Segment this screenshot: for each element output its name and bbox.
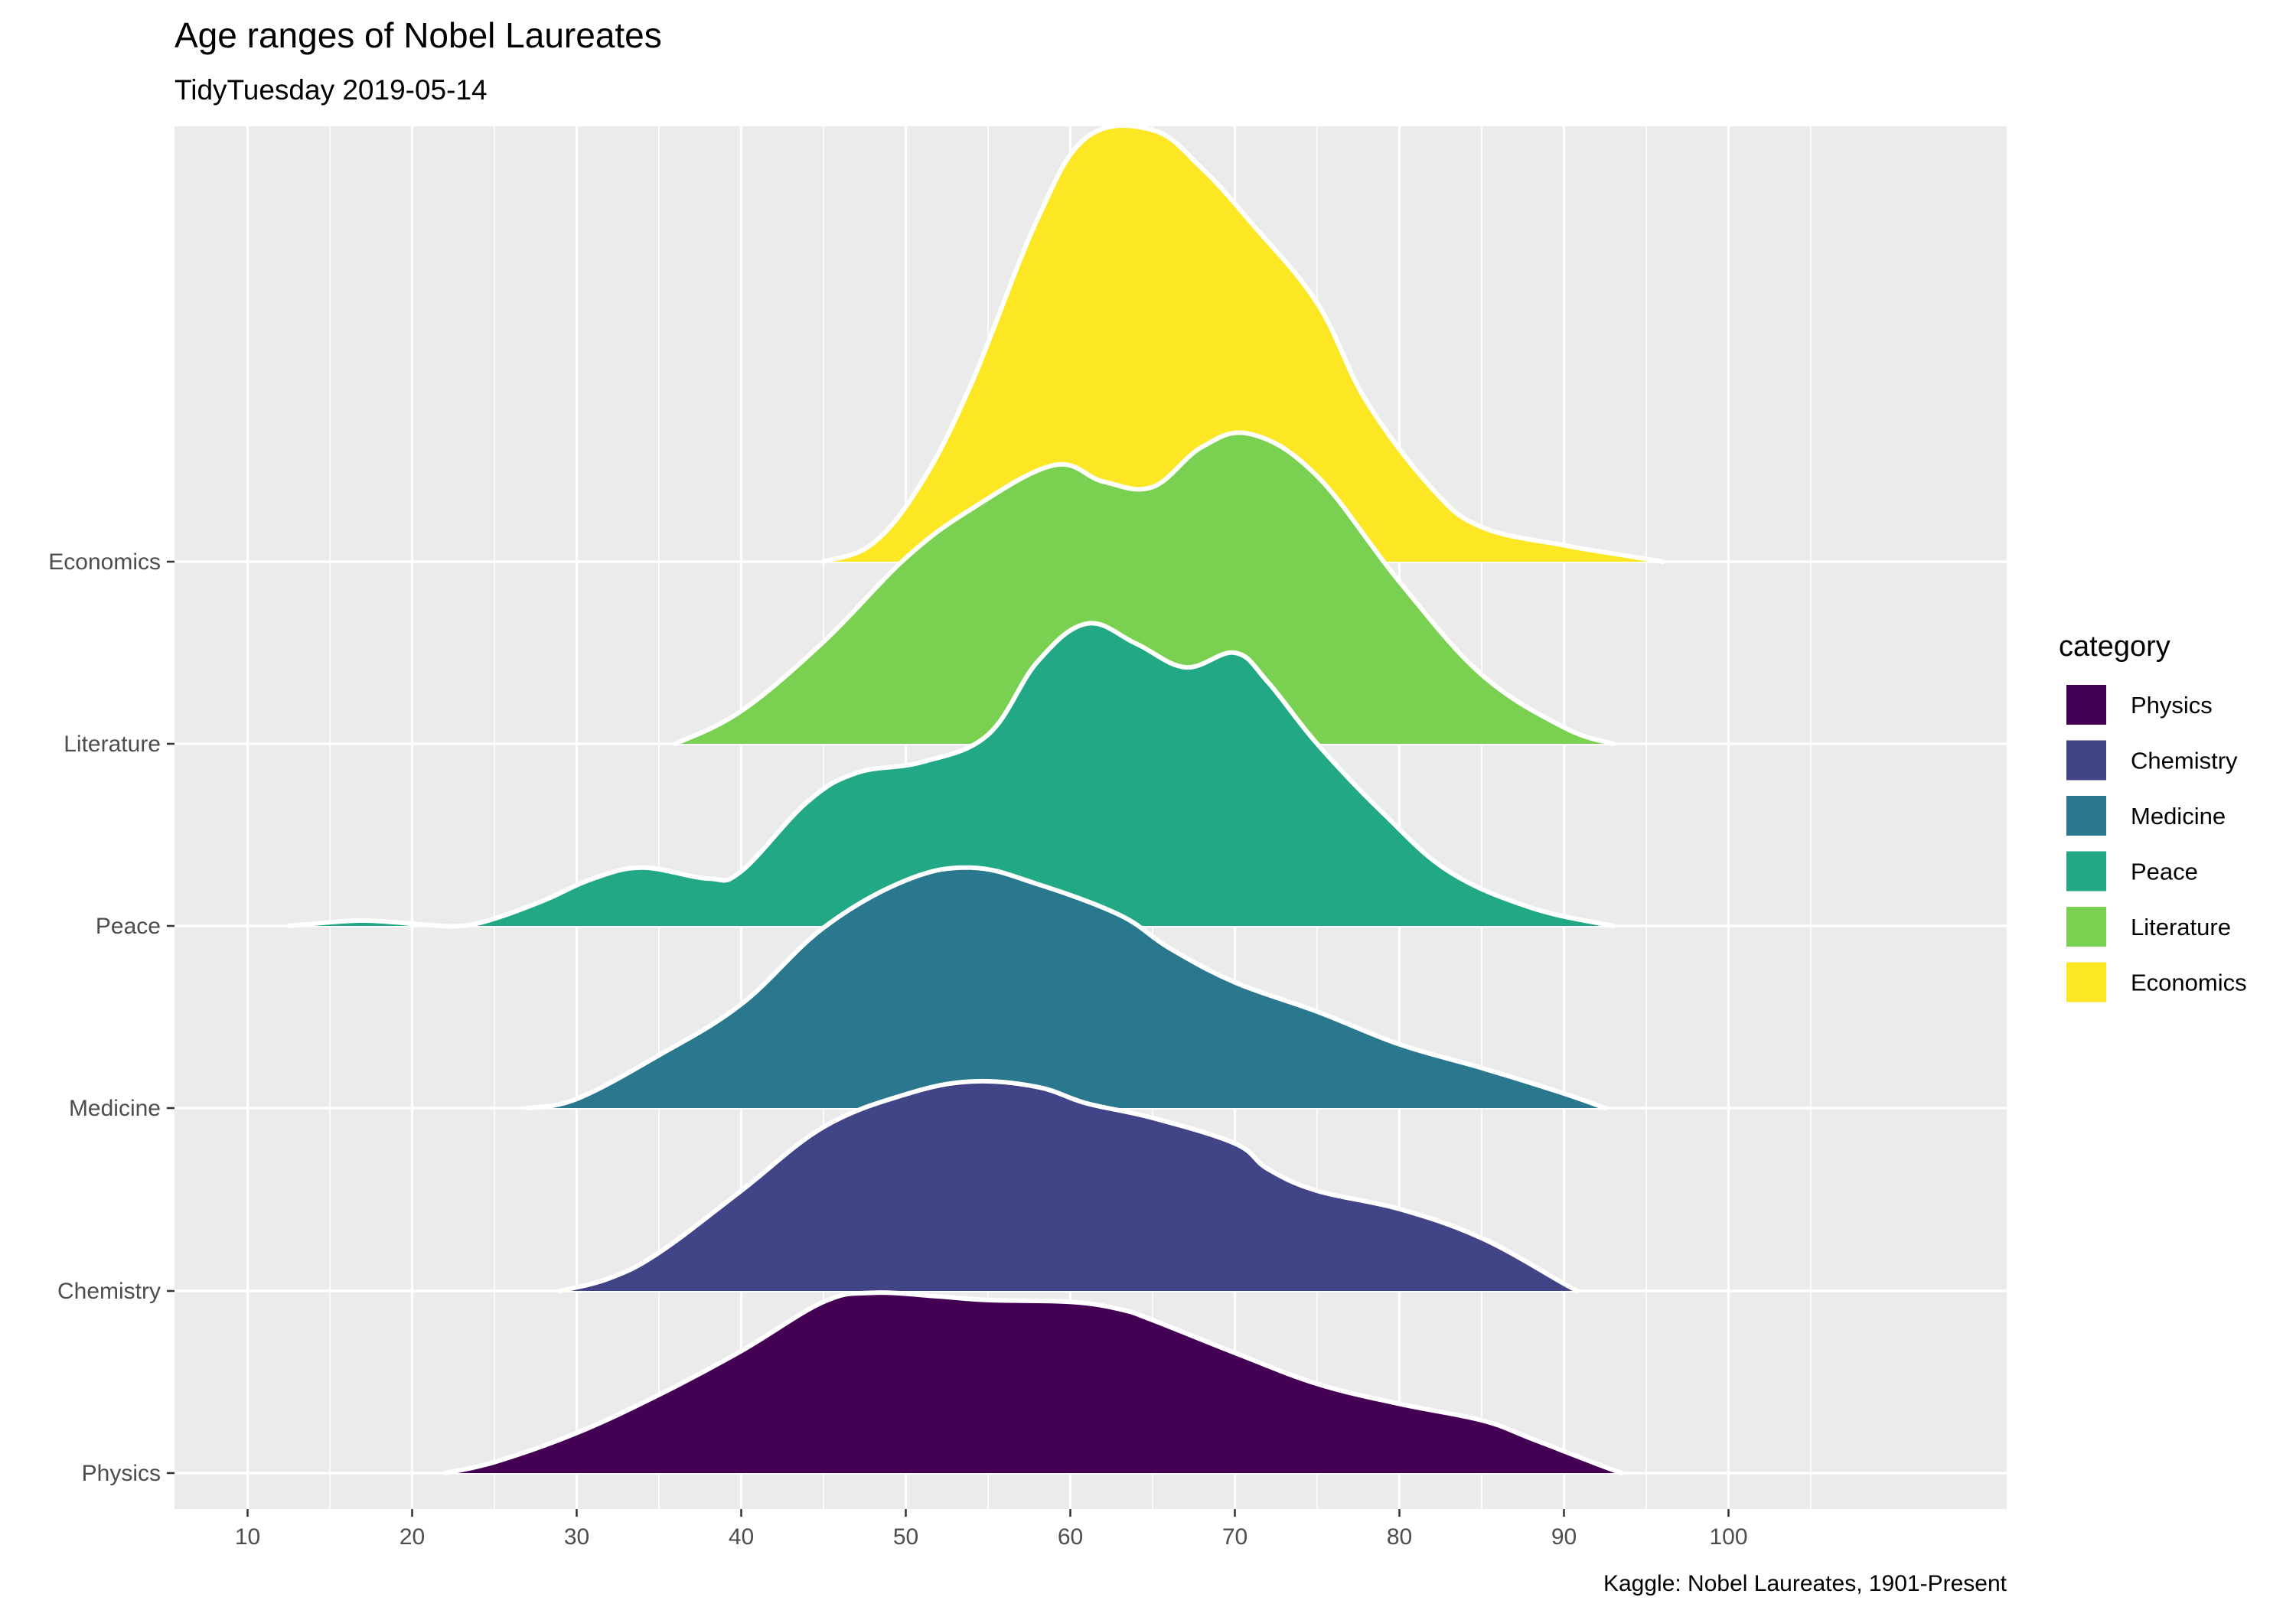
ridge-outline-peace bbox=[286, 621, 1616, 929]
legend-swatch-medicine bbox=[2066, 796, 2106, 836]
x-tick-label: 40 bbox=[729, 1524, 754, 1550]
legend-label-medicine: Medicine bbox=[2131, 803, 2226, 830]
y-tick-label-medicine: Medicine bbox=[69, 1096, 161, 1121]
y-tick-label-peace: Peace bbox=[96, 914, 161, 939]
x-tick-label: 60 bbox=[1058, 1524, 1083, 1550]
x-axis: 10 20 30 40 50 60 70 80 90 100 bbox=[235, 1509, 1748, 1550]
ridge-outline-medicine bbox=[525, 865, 1608, 1110]
y-tick-label-economics: Economics bbox=[48, 549, 161, 575]
ridge-outline-chemistry bbox=[558, 1078, 1580, 1293]
x-tick-label: 100 bbox=[1709, 1524, 1747, 1550]
ridge-peace bbox=[289, 623, 1613, 927]
y-tick-label-physics: Physics bbox=[82, 1461, 161, 1486]
legend-swatch-peace bbox=[2066, 851, 2106, 892]
legend: category Physics Chemistry Medicine Peace Li… bbox=[2059, 631, 2247, 1002]
legend-items: Physics Chemistry Medicine Peace Literature E… bbox=[2066, 685, 2247, 1002]
ridge-physics bbox=[445, 1292, 1622, 1473]
y-axis: Physics Chemistry Medicine Peace Literature E… bbox=[48, 549, 174, 1486]
ridge-outline-physics bbox=[442, 1290, 1624, 1475]
x-tick-label: 20 bbox=[400, 1524, 425, 1550]
y-tick-label-chemistry: Chemistry bbox=[57, 1279, 161, 1304]
legend-label-economics: Economics bbox=[2131, 970, 2247, 996]
chart-subtitle: TidyTuesday 2019-05-14 bbox=[174, 74, 488, 106]
legend-label-physics: Physics bbox=[2131, 692, 2213, 719]
ridge-medicine bbox=[527, 867, 1606, 1108]
legend-swatch-chemistry bbox=[2066, 740, 2106, 781]
ridge-literature bbox=[675, 432, 1613, 744]
legend-label-literature: Literature bbox=[2131, 914, 2231, 940]
ridge-economics bbox=[823, 125, 1663, 562]
ridge-outline-literature bbox=[673, 430, 1616, 746]
chart-title: Age ranges of Nobel Laureates bbox=[174, 15, 662, 55]
legend-label-peace: Peace bbox=[2131, 859, 2198, 885]
ridge-outline-economics bbox=[821, 123, 1665, 564]
legend-swatch-literature bbox=[2066, 907, 2106, 947]
x-tick-label: 80 bbox=[1387, 1524, 1412, 1550]
x-tick-label: 70 bbox=[1222, 1524, 1247, 1550]
legend-label-chemistry: Chemistry bbox=[2131, 748, 2238, 774]
x-tick-label: 90 bbox=[1551, 1524, 1577, 1550]
density-ridges bbox=[286, 123, 1665, 1475]
x-tick-label: 50 bbox=[893, 1524, 918, 1550]
x-tick-label: 10 bbox=[235, 1524, 260, 1550]
chart-caption: Kaggle: Nobel Laureates, 1901-Present bbox=[1603, 1571, 2007, 1596]
y-tick-label-literature: Literature bbox=[64, 732, 161, 757]
x-tick-label: 30 bbox=[564, 1524, 589, 1550]
legend-swatch-physics bbox=[2066, 685, 2106, 725]
legend-title: category bbox=[2059, 631, 2170, 663]
legend-swatch-economics bbox=[2066, 962, 2106, 1002]
